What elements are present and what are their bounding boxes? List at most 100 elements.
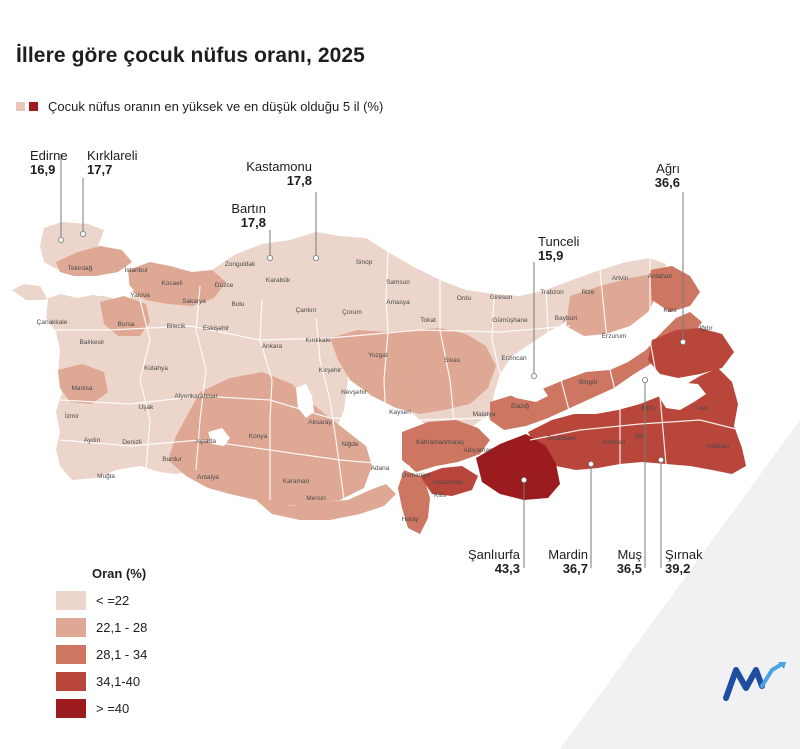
map-label: Sakarya bbox=[182, 298, 206, 305]
callout-name: Şırnak bbox=[665, 547, 703, 562]
province-borders bbox=[40, 251, 741, 501]
map-label: Gaziantep bbox=[433, 479, 463, 486]
subtitle-swatch-light bbox=[16, 101, 25, 111]
callout-name: Bartın bbox=[231, 201, 266, 216]
legend-swatch bbox=[56, 644, 86, 664]
callout-value: 36,6 bbox=[654, 175, 680, 190]
region-class5-sanliurfa bbox=[476, 434, 560, 500]
callout-name: Edirne bbox=[30, 148, 68, 163]
legend-item: < =22 bbox=[56, 589, 206, 611]
map-label: Yozgat bbox=[368, 352, 388, 359]
region-class2-mersin bbox=[256, 484, 396, 520]
map-label: Malatya bbox=[473, 411, 496, 418]
subtitle-swatch-dark bbox=[29, 101, 38, 111]
map-label: Adana bbox=[371, 465, 390, 472]
legend-label: > =40 bbox=[96, 700, 130, 716]
map-label: Düzce bbox=[215, 282, 234, 289]
callout-value: 15,9 bbox=[538, 248, 564, 263]
map-label: Kırşehir bbox=[319, 367, 342, 374]
map-label: Konya bbox=[249, 433, 268, 440]
callout-value: 36,5 bbox=[616, 561, 642, 576]
map-label: Isparta bbox=[196, 438, 216, 445]
map-label: Çanakkale bbox=[37, 319, 68, 326]
map-label: Bitlis bbox=[641, 405, 655, 412]
map-label: Adıyaman bbox=[463, 447, 493, 454]
map-label: Rize bbox=[581, 289, 594, 296]
callout-value: 39,2 bbox=[665, 561, 691, 576]
map-label: Amasya bbox=[386, 299, 410, 306]
map-label: Erzincan bbox=[501, 355, 527, 362]
callout-value: 17,8 bbox=[286, 173, 312, 188]
callout-value: 17,7 bbox=[87, 162, 113, 177]
callout-name: Muş bbox=[617, 547, 642, 562]
map-label: Batman bbox=[603, 439, 626, 446]
map-label: Kahramanmaraş bbox=[416, 439, 465, 446]
map-label: Kırıkkale bbox=[305, 337, 331, 344]
map-label: İstanbul bbox=[125, 265, 148, 274]
callout-bartin: Bartın 17,8 bbox=[222, 202, 266, 230]
subtitle: Çocuk nüfus oranın en yüksek ve en düşük… bbox=[16, 98, 383, 114]
region-class3-southeast-west bbox=[402, 420, 490, 472]
map-label: Afyonkarahisar bbox=[174, 393, 218, 400]
region-class2-manisa bbox=[58, 364, 108, 404]
callout-name: Kırklareli bbox=[87, 148, 138, 163]
map-label: Artvin bbox=[612, 275, 629, 282]
legend-label: 28,1 - 34 bbox=[96, 646, 148, 662]
page-title: İllere göre çocuk nüfus oranı, 2025 bbox=[16, 44, 365, 67]
map-label: Ardahan bbox=[648, 273, 673, 280]
callout-sirnak: Şırnak 39,2 bbox=[665, 548, 703, 576]
region-class2-thrace bbox=[56, 246, 132, 276]
callout-name: Tunceli bbox=[538, 234, 580, 249]
map-label: Bilecik bbox=[167, 323, 187, 330]
map-label: Hatay bbox=[402, 516, 420, 523]
map-label: Ordu bbox=[457, 295, 472, 302]
map-label: Yalova bbox=[130, 292, 150, 299]
lake-van bbox=[656, 382, 706, 410]
map-label: Aksaray bbox=[308, 419, 332, 426]
legend-label: 34,1-40 bbox=[96, 673, 141, 689]
map-label: Kocaeli bbox=[161, 280, 182, 287]
map-label: Tokat bbox=[420, 317, 436, 324]
map-label: Nevşehir bbox=[341, 389, 367, 396]
map-label: Bursa bbox=[118, 321, 135, 328]
map-label: Osmaniye bbox=[401, 472, 431, 479]
map-label: Kars bbox=[663, 307, 677, 314]
callout-edirne: Edirne 16,9 bbox=[30, 149, 68, 177]
map-label: Gümüşhane bbox=[492, 317, 528, 324]
map-label: Van bbox=[696, 405, 707, 412]
map-label: Antalya bbox=[197, 474, 219, 481]
legend-swatch bbox=[56, 671, 86, 691]
callout-tunceli: Tunceli 15,9 bbox=[538, 235, 579, 263]
map-label: Çorum bbox=[342, 309, 362, 316]
map-label: Sivas bbox=[444, 357, 461, 364]
region-class2-erzurum bbox=[566, 274, 660, 336]
region-class3-kars bbox=[650, 266, 700, 312]
map-label: Burdur bbox=[162, 456, 182, 463]
callout-sanliurfa: Şanlıurfa 43,3 bbox=[452, 548, 520, 576]
province-labels: Tekirdağ İstanbul Kocaeli Yalova Sakarya… bbox=[37, 259, 729, 523]
map-label: Sinop bbox=[356, 259, 373, 266]
subtitle-text: Çocuk nüfus oranın en yüksek ve en düşük… bbox=[48, 98, 384, 114]
map-label: Bingöl bbox=[579, 379, 598, 386]
map-label: Elazığ bbox=[511, 403, 529, 410]
legend-swatch bbox=[56, 590, 86, 610]
map-label: Zonguldak bbox=[225, 261, 256, 268]
callout-agri: Ağrı 36,6 bbox=[636, 162, 680, 190]
map-label: Mersin bbox=[306, 495, 326, 502]
region-class4-gaziantep bbox=[420, 466, 478, 496]
map-label: Samsun bbox=[386, 279, 410, 286]
callout-kirklareli: Kırklareli 17,7 bbox=[87, 149, 138, 177]
region-class2-sivas bbox=[330, 328, 496, 414]
map-label: Trabzon bbox=[540, 289, 564, 296]
sea-marmara bbox=[74, 278, 134, 296]
brand-logo bbox=[723, 662, 786, 701]
callout-name: Ağrı bbox=[656, 161, 680, 176]
map-label: Eskişehir bbox=[203, 325, 230, 332]
callout-kastamonu: Kastamonu 17,8 bbox=[238, 160, 312, 188]
callout-value: 17,8 bbox=[240, 215, 266, 230]
legend-swatch bbox=[56, 698, 86, 718]
callout-name: Mardin bbox=[548, 547, 588, 562]
legend-swatch bbox=[56, 617, 86, 637]
